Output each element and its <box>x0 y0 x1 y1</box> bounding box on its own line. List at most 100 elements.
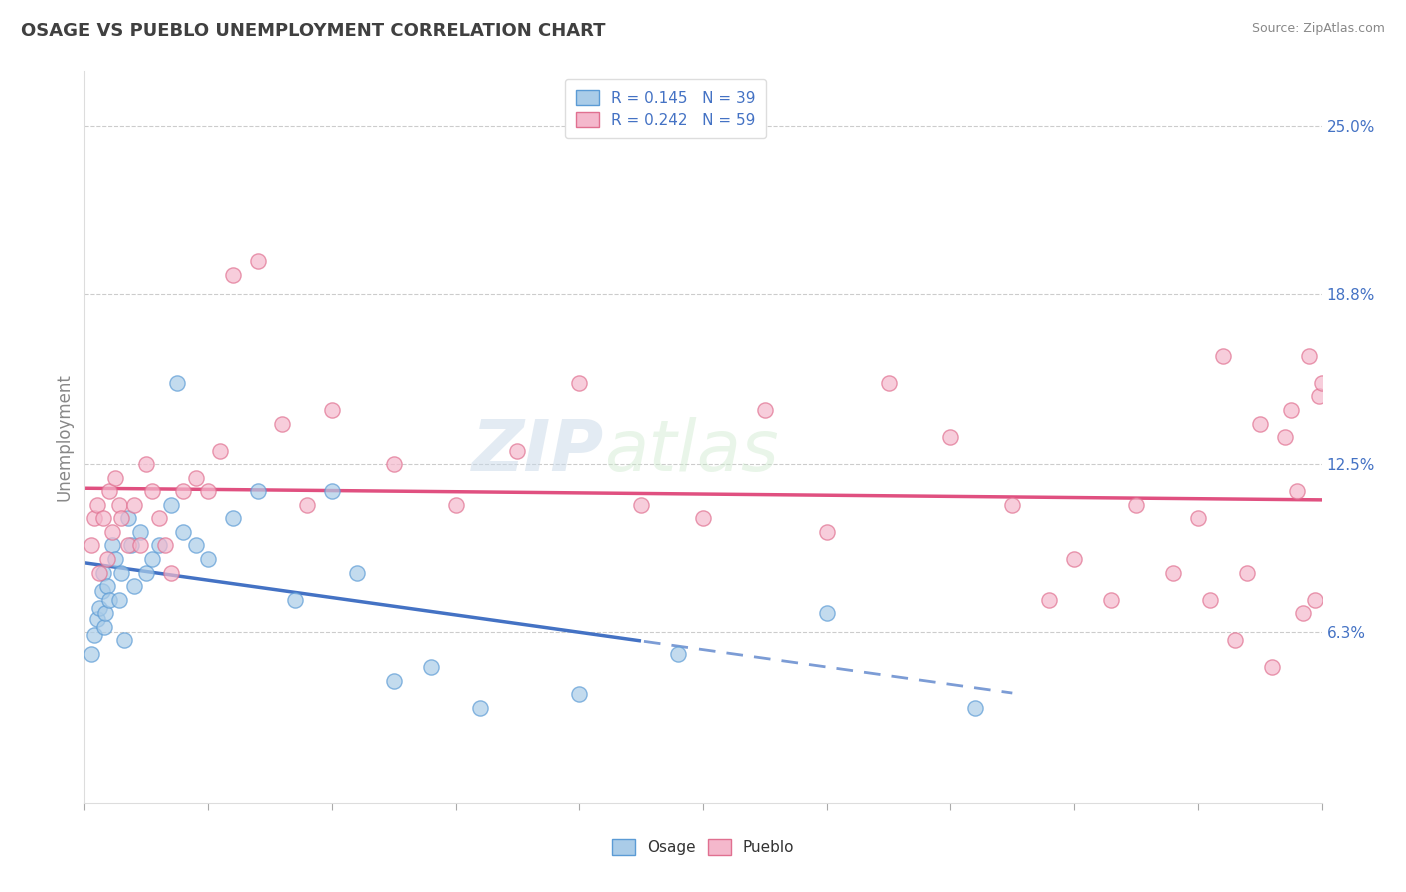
Point <box>112 633 135 648</box>
Point <box>630 498 652 512</box>
Point <box>100 538 122 552</box>
Point <box>1001 498 1024 512</box>
Point <box>98 484 121 499</box>
Point <box>96 552 118 566</box>
Point <box>108 498 131 512</box>
Point <box>222 268 245 282</box>
Point <box>172 524 194 539</box>
Point <box>135 457 157 471</box>
Point <box>129 538 152 552</box>
Point <box>141 484 163 499</box>
Point <box>1236 566 1258 580</box>
Point <box>1305 592 1327 607</box>
Point <box>321 484 343 499</box>
Point <box>91 566 114 580</box>
Point <box>83 511 105 525</box>
Point <box>117 511 139 525</box>
Point <box>877 376 900 390</box>
Point <box>120 538 142 552</box>
Point <box>1279 403 1302 417</box>
Point <box>209 443 232 458</box>
Point <box>1187 511 1209 525</box>
Point <box>246 484 269 499</box>
Point <box>1125 498 1147 512</box>
Point <box>382 673 405 688</box>
Point <box>129 524 152 539</box>
Point <box>419 660 441 674</box>
Point <box>222 511 245 525</box>
Point <box>382 457 405 471</box>
Point <box>506 443 529 458</box>
Point <box>284 592 307 607</box>
Point <box>568 688 591 702</box>
Point <box>110 511 132 525</box>
Text: ZIP: ZIP <box>472 417 605 486</box>
Point <box>100 524 122 539</box>
Point <box>965 701 987 715</box>
Point <box>89 600 111 615</box>
Point <box>122 498 145 512</box>
Point <box>346 566 368 580</box>
Point <box>141 552 163 566</box>
Point <box>91 511 114 525</box>
Point <box>184 538 207 552</box>
Point <box>1063 552 1085 566</box>
Point <box>160 566 183 580</box>
Point <box>939 430 962 444</box>
Point <box>160 498 183 512</box>
Point <box>1223 633 1246 648</box>
Point <box>1292 606 1315 620</box>
Point <box>79 647 101 661</box>
Point <box>754 403 776 417</box>
Point <box>1285 484 1308 499</box>
Point <box>90 584 112 599</box>
Point <box>89 566 111 580</box>
Y-axis label: Unemployment: Unemployment <box>55 373 73 501</box>
Point <box>96 579 118 593</box>
Point <box>117 538 139 552</box>
Point <box>1038 592 1060 607</box>
Point <box>122 579 145 593</box>
Point <box>108 592 131 607</box>
Point <box>148 511 170 525</box>
Point <box>197 484 219 499</box>
Point <box>1274 430 1296 444</box>
Point <box>94 606 117 620</box>
Text: Source: ZipAtlas.com: Source: ZipAtlas.com <box>1251 22 1385 36</box>
Point <box>79 538 101 552</box>
Point <box>172 484 194 499</box>
Point <box>444 498 467 512</box>
Point <box>568 376 591 390</box>
Point <box>135 566 157 580</box>
Point <box>271 417 294 431</box>
Point <box>166 376 188 390</box>
Text: atlas: atlas <box>605 417 779 486</box>
Point <box>153 538 176 552</box>
Point <box>93 620 115 634</box>
Legend: Osage, Pueblo: Osage, Pueblo <box>606 833 800 861</box>
Point <box>104 471 127 485</box>
Point <box>1298 349 1320 363</box>
Point <box>184 471 207 485</box>
Point <box>86 611 108 625</box>
Point <box>470 701 492 715</box>
Point <box>110 566 132 580</box>
Point <box>1308 389 1330 403</box>
Point <box>692 511 714 525</box>
Point <box>86 498 108 512</box>
Point <box>246 254 269 268</box>
Point <box>1249 417 1271 431</box>
Text: OSAGE VS PUEBLO UNEMPLOYMENT CORRELATION CHART: OSAGE VS PUEBLO UNEMPLOYMENT CORRELATION… <box>21 22 606 40</box>
Point <box>83 628 105 642</box>
Point <box>1099 592 1122 607</box>
Point <box>1199 592 1222 607</box>
Point <box>104 552 127 566</box>
Point <box>295 498 318 512</box>
Point <box>1161 566 1184 580</box>
Point <box>321 403 343 417</box>
Point <box>1212 349 1234 363</box>
Point <box>98 592 121 607</box>
Point <box>197 552 219 566</box>
Point <box>815 524 838 539</box>
Point <box>815 606 838 620</box>
